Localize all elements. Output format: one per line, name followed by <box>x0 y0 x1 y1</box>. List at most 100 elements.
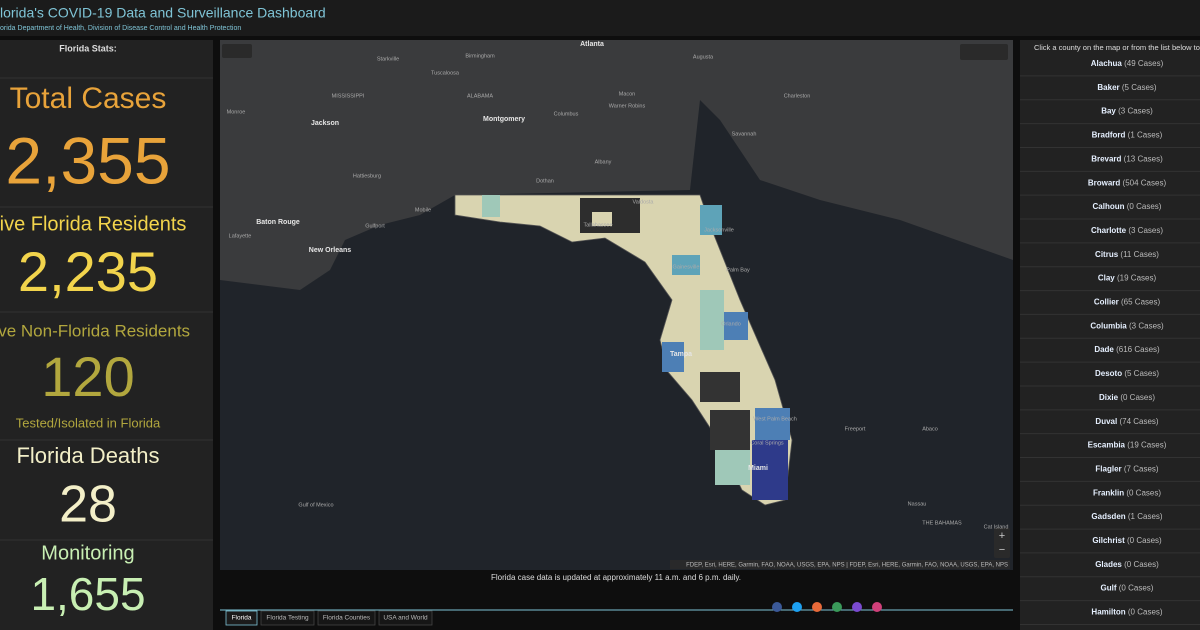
county-cases[interactable]: (5 Cases) <box>1122 83 1157 92</box>
county-cases[interactable]: (0 Cases) <box>1120 393 1155 402</box>
county-cases[interactable]: (19 Cases) <box>1117 274 1156 283</box>
county-row[interactable]: Flagler (7 Cases) <box>1095 465 1158 474</box>
tab-label[interactable]: Florida <box>232 615 252 622</box>
county-row[interactable]: Citrus (11 Cases) <box>1095 250 1159 259</box>
tab[interactable] <box>378 610 433 626</box>
county-row[interactable]: Gadsden (1 Cases) <box>1091 512 1162 521</box>
county-name[interactable]: Franklin <box>1093 488 1124 497</box>
county-row[interactable]: Desoto (5 Cases) <box>1095 369 1159 378</box>
county-area <box>752 440 788 500</box>
county-name[interactable]: Citrus <box>1095 250 1119 259</box>
county-name[interactable]: Flagler <box>1095 465 1121 474</box>
share-facebook[interactable] <box>772 602 782 612</box>
county-name[interactable]: Columbia <box>1090 321 1127 330</box>
county-row[interactable]: Hamilton (0 Cases) <box>1091 608 1162 617</box>
map-note: Florida case data is updated at approxim… <box>491 573 741 582</box>
county-name[interactable]: Collier <box>1094 298 1119 307</box>
county-cases[interactable]: (13 Cases) <box>1124 155 1163 164</box>
county-row[interactable]: Calhoun (0 Cases) <box>1093 202 1162 211</box>
county-name[interactable]: Gulf <box>1101 584 1117 593</box>
share-copy[interactable] <box>832 602 842 612</box>
county-name[interactable]: Desoto <box>1095 369 1122 378</box>
county-name[interactable]: Charlotte <box>1091 226 1127 235</box>
county-cases[interactable]: (3 Cases) <box>1129 321 1164 330</box>
map-label: Atlanta <box>580 41 604 48</box>
county-name[interactable]: Calhoun <box>1093 202 1125 211</box>
county-name[interactable]: Baker <box>1097 83 1119 92</box>
county-row[interactable]: Gilchrist (0 Cases) <box>1092 536 1162 545</box>
tab-label[interactable]: USA and World <box>383 615 428 622</box>
county-cases[interactable]: (7 Cases) <box>1124 465 1159 474</box>
county-row[interactable]: Baker (5 Cases) <box>1097 83 1156 92</box>
tab[interactable] <box>260 610 315 626</box>
county-row[interactable]: Glades (0 Cases) <box>1095 560 1159 569</box>
share-embed[interactable] <box>812 602 822 612</box>
tab-label[interactable]: Florida Testing <box>266 615 309 622</box>
county-row[interactable]: Brevard (13 Cases) <box>1091 155 1163 164</box>
county-name[interactable]: Alachua <box>1091 59 1123 68</box>
stat-label: Monitoring <box>41 542 134 564</box>
tab[interactable] <box>225 610 258 626</box>
county-row[interactable]: Broward (504 Cases) <box>1088 178 1167 187</box>
map-label: Tallahassee <box>583 222 612 228</box>
county-row[interactable]: Dixie (0 Cases) <box>1099 393 1155 402</box>
county-row[interactable]: Escambia (19 Cases) <box>1088 441 1167 450</box>
county-row[interactable]: Alachua (49 Cases) <box>1091 59 1164 68</box>
county-cases[interactable]: (0 Cases) <box>1126 488 1161 497</box>
tab[interactable] <box>317 610 376 626</box>
county-name[interactable]: Gilchrist <box>1092 536 1125 545</box>
county-cases[interactable]: (11 Cases) <box>1120 250 1159 259</box>
county-row[interactable]: Franklin (0 Cases) <box>1093 488 1161 497</box>
county-cases[interactable]: (3 Cases) <box>1118 107 1153 116</box>
map-widgets[interactable] <box>960 44 1008 60</box>
county-name[interactable]: Hamilton <box>1091 608 1125 617</box>
county-row[interactable]: Bay (3 Cases) <box>1101 107 1153 116</box>
county-name[interactable]: Bradford <box>1092 131 1126 140</box>
county-cases[interactable]: (19 Cases) <box>1127 441 1166 450</box>
county-cases[interactable]: (5 Cases) <box>1124 369 1159 378</box>
map-label: Gulf of Mexico <box>298 502 333 508</box>
county-row[interactable]: Duval (74 Cases) <box>1095 417 1158 426</box>
county-cases[interactable]: (1 Cases) <box>1128 131 1163 140</box>
header-subtitle: orida Department of Health, Division of … <box>0 25 241 32</box>
county-name[interactable]: Gadsden <box>1091 512 1125 521</box>
map-tools[interactable] <box>222 44 252 58</box>
county-cases[interactable]: (0 Cases) <box>1124 560 1159 569</box>
map-label: Jackson <box>311 120 339 127</box>
zoom-control[interactable] <box>994 528 1010 558</box>
map-label: Macon <box>619 91 636 97</box>
county-row[interactable]: Columbia (3 Cases) <box>1090 321 1164 330</box>
county-row[interactable]: Clay (19 Cases) <box>1098 274 1157 283</box>
county-cases[interactable]: (74 Cases) <box>1119 417 1158 426</box>
county-cases[interactable]: (65 Cases) <box>1121 298 1160 307</box>
county-cases[interactable]: (616 Cases) <box>1116 345 1160 354</box>
county-row[interactable]: Dade (616 Cases) <box>1094 345 1160 354</box>
county-cases[interactable]: (49 Cases) <box>1124 59 1163 68</box>
county-name[interactable]: Glades <box>1095 560 1122 569</box>
share-twitter[interactable] <box>792 602 802 612</box>
county-name[interactable]: Dixie <box>1099 393 1119 402</box>
tab-label[interactable]: Florida Counties <box>323 615 371 622</box>
zoom-out[interactable]: − <box>999 544 1005 556</box>
share-email[interactable] <box>852 602 862 612</box>
county-row[interactable]: Gulf (0 Cases) <box>1101 584 1154 593</box>
county-cases[interactable]: (0 Cases) <box>1128 608 1163 617</box>
county-row[interactable]: Bradford (1 Cases) <box>1092 131 1163 140</box>
county-row[interactable]: Charlotte (3 Cases) <box>1091 226 1163 235</box>
county-cases[interactable]: (0 Cases) <box>1127 536 1162 545</box>
county-name[interactable]: Broward <box>1088 178 1121 187</box>
county-name[interactable]: Duval <box>1095 417 1117 426</box>
county-cases[interactable]: (504 Cases) <box>1123 178 1167 187</box>
county-cases[interactable]: (0 Cases) <box>1119 584 1154 593</box>
zoom-in[interactable]: + <box>999 530 1005 542</box>
county-name[interactable]: Brevard <box>1091 155 1121 164</box>
county-name[interactable]: Bay <box>1101 107 1116 116</box>
county-cases[interactable]: (1 Cases) <box>1128 512 1163 521</box>
county-name[interactable]: Escambia <box>1088 441 1126 450</box>
county-row[interactable]: Collier (65 Cases) <box>1094 298 1161 307</box>
county-name[interactable]: Dade <box>1094 345 1114 354</box>
share-link[interactable] <box>872 602 882 612</box>
county-name[interactable]: Clay <box>1098 274 1115 283</box>
county-cases[interactable]: (3 Cases) <box>1128 226 1163 235</box>
county-cases[interactable]: (0 Cases) <box>1127 202 1162 211</box>
